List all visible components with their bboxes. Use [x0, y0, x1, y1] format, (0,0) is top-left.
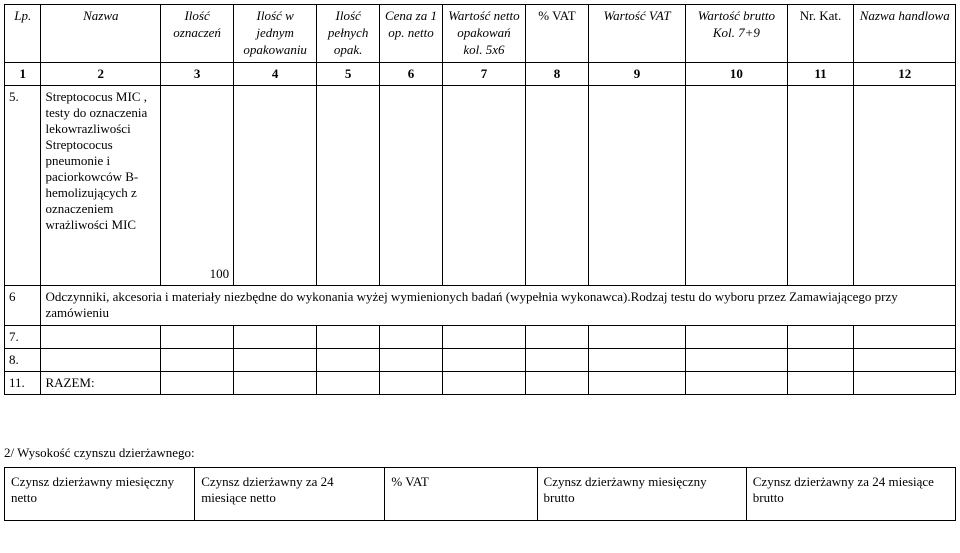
- col-lp: Lp.: [5, 5, 41, 63]
- footer-col-1: Czynsz dzierżawny miesięczny netto: [5, 467, 195, 520]
- cell-span-text: Odczynniki, akcesoria i materiały niezbę…: [41, 285, 956, 325]
- cell-empty: [380, 371, 443, 394]
- cell-empty: [686, 348, 787, 371]
- cell-empty: [686, 325, 787, 348]
- cell-empty: [380, 348, 443, 371]
- cell-empty: [854, 85, 956, 285]
- num-cell: 12: [854, 62, 956, 85]
- num-cell: 3: [161, 62, 234, 85]
- cell-empty: [588, 85, 685, 285]
- cell-empty: [526, 85, 589, 285]
- cell-empty: [854, 348, 956, 371]
- footer-title: 2/ Wysokość czynszu dzierżawnego:: [4, 445, 956, 461]
- cell-lp: 6: [5, 285, 41, 325]
- cell-name: Streptococus MIC , testy do oznaczenia l…: [41, 85, 161, 285]
- cell-empty: [442, 325, 525, 348]
- cell-razem: RAZEM:: [41, 371, 161, 394]
- cell-empty: [588, 348, 685, 371]
- cell-empty: [686, 85, 787, 285]
- cell-empty: [526, 348, 589, 371]
- num-cell: 1: [5, 62, 41, 85]
- cell-lp: 7.: [5, 325, 41, 348]
- col-cena: Cena za 1 op. netto: [380, 5, 443, 63]
- cell-lp: 5.: [5, 85, 41, 285]
- col-nazwa: Nazwa: [41, 5, 161, 63]
- table-row-8: 8.: [5, 348, 956, 371]
- footer-col-3: % VAT: [385, 467, 537, 520]
- cell-empty: [787, 348, 854, 371]
- number-row: 1 2 3 4 5 6 7 8 9 10 11 12: [5, 62, 956, 85]
- cell-empty: [234, 85, 317, 285]
- cell-empty: [234, 371, 317, 394]
- cell-empty: [442, 371, 525, 394]
- num-cell: 6: [380, 62, 443, 85]
- footer-table: Czynsz dzierżawny miesięczny netto Czyns…: [4, 467, 956, 521]
- cell-empty: [526, 371, 589, 394]
- cell-empty: [686, 371, 787, 394]
- num-cell: 8: [526, 62, 589, 85]
- col-vat: % VAT: [526, 5, 589, 63]
- col-ilosc-opak: Ilość w jednym opakowaniu: [234, 5, 317, 63]
- col-ilosc-pelnych: Ilość pełnych opak.: [317, 5, 380, 63]
- num-cell: 5: [317, 62, 380, 85]
- num-cell: 9: [588, 62, 685, 85]
- col-wartosc-vat: Wartość VAT: [588, 5, 685, 63]
- cell-empty: [588, 371, 685, 394]
- cell-empty: [161, 371, 234, 394]
- num-cell: 2: [41, 62, 161, 85]
- cell-empty: [234, 325, 317, 348]
- cell-empty: [854, 371, 956, 394]
- table-row-11: 11. RAZEM:: [5, 371, 956, 394]
- num-cell: 4: [234, 62, 317, 85]
- cell-empty: [787, 325, 854, 348]
- col-wartosc-brutto: Wartość brutto Kol. 7+9: [686, 5, 787, 63]
- header-row: Lp. Nazwa Ilość oznaczeń Ilość w jednym …: [5, 5, 956, 63]
- table-row-6: 6 Odczynniki, akcesoria i materiały niez…: [5, 285, 956, 325]
- cell-empty: [380, 85, 443, 285]
- footer-col-5: Czynsz dzierżawny za 24 miesiące brutto: [746, 467, 955, 520]
- cell-empty: [854, 325, 956, 348]
- cell-empty: [317, 348, 380, 371]
- footer-col-2: Czynsz dzierżawny za 24 miesiące netto: [195, 467, 385, 520]
- table-row-7: 7.: [5, 325, 956, 348]
- cell-empty: [380, 325, 443, 348]
- cell-empty: [526, 325, 589, 348]
- footer-col-4: Czynsz dzierżawny miesięczny brutto: [537, 467, 746, 520]
- table-row-5: 5. Streptococus MIC , testy do oznaczeni…: [5, 85, 956, 285]
- cell-empty: [161, 325, 234, 348]
- num-cell: 7: [442, 62, 525, 85]
- col-ilosc-oznaczen: Ilość oznaczeń: [161, 5, 234, 63]
- cell-lp: 11.: [5, 371, 41, 394]
- col-wartosc-netto: Wartość netto opakowań kol. 5x6: [442, 5, 525, 63]
- cell-empty: [41, 325, 161, 348]
- col-kat: Nr. Kat.: [787, 5, 854, 63]
- footer-header-row: Czynsz dzierżawny miesięczny netto Czyns…: [5, 467, 956, 520]
- cell-empty: [234, 348, 317, 371]
- cell-empty: [317, 325, 380, 348]
- cell-empty: [161, 348, 234, 371]
- col-handlowa: Nazwa handlowa: [854, 5, 956, 63]
- num-cell: 10: [686, 62, 787, 85]
- cell-qty: 100: [161, 85, 234, 285]
- cell-empty: [787, 371, 854, 394]
- main-table: Lp. Nazwa Ilość oznaczeń Ilość w jednym …: [4, 4, 956, 395]
- cell-empty: [588, 325, 685, 348]
- cell-lp: 8.: [5, 348, 41, 371]
- cell-empty: [787, 85, 854, 285]
- cell-empty: [317, 85, 380, 285]
- cell-empty: [317, 371, 380, 394]
- cell-empty: [41, 348, 161, 371]
- cell-empty: [442, 85, 525, 285]
- cell-empty: [442, 348, 525, 371]
- num-cell: 11: [787, 62, 854, 85]
